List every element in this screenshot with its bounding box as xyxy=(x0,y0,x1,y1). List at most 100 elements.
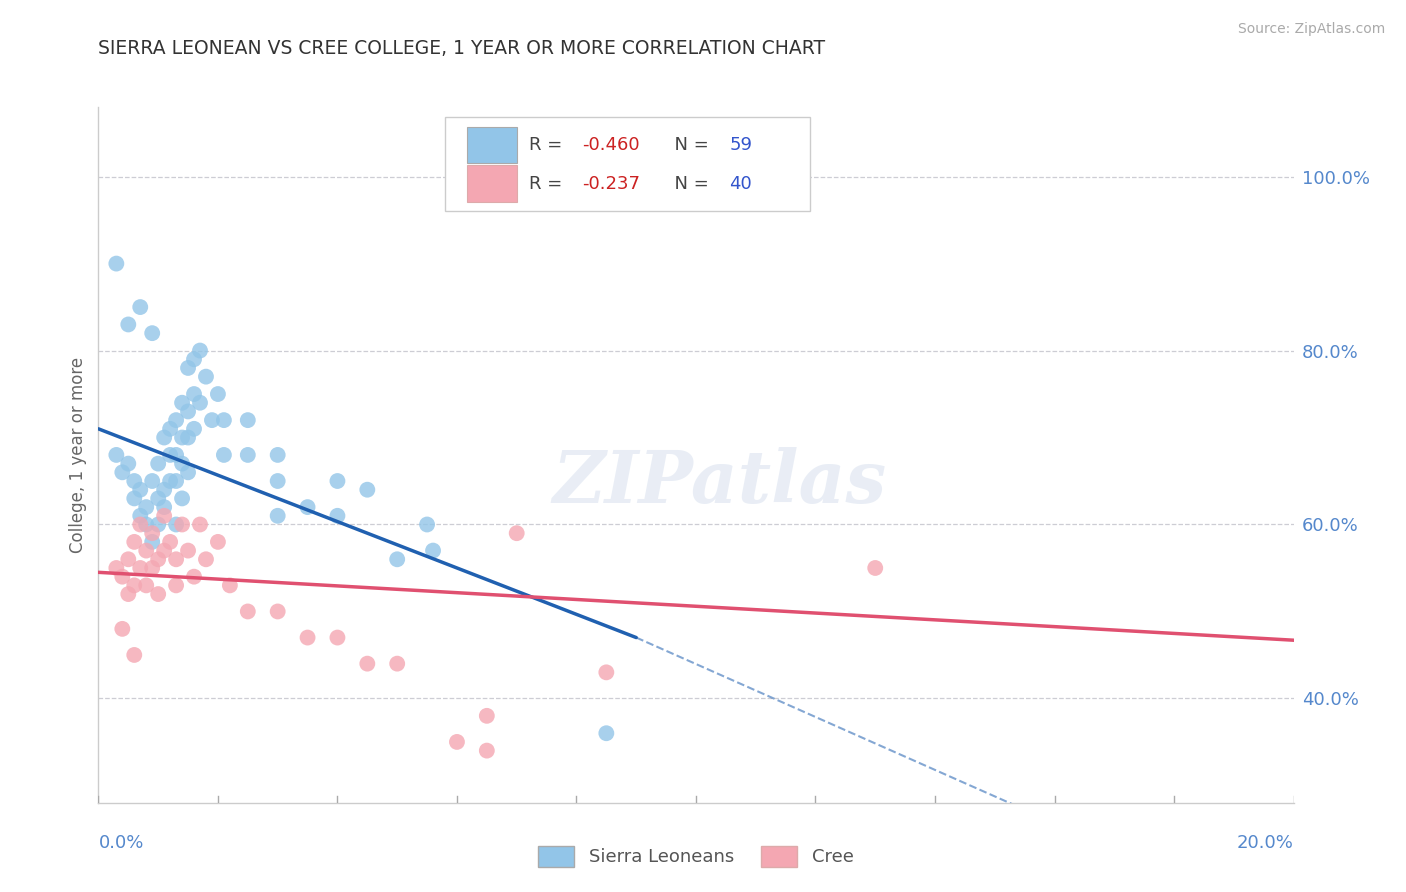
Point xyxy=(172,491,194,506)
Point xyxy=(475,744,498,758)
Text: R =: R = xyxy=(529,175,568,193)
Point xyxy=(172,431,194,445)
Point xyxy=(165,517,187,532)
Point xyxy=(159,535,181,549)
Point xyxy=(117,552,139,566)
Point xyxy=(111,622,134,636)
Point xyxy=(159,422,181,436)
Point xyxy=(141,561,163,575)
Point xyxy=(141,474,163,488)
Point xyxy=(188,396,211,410)
Y-axis label: College, 1 year or more: College, 1 year or more xyxy=(69,357,87,553)
Point xyxy=(188,517,211,532)
Point xyxy=(111,466,134,480)
Point xyxy=(153,500,176,514)
Point xyxy=(177,466,200,480)
Text: -0.237: -0.237 xyxy=(582,175,641,193)
Point xyxy=(165,448,187,462)
Point xyxy=(159,474,181,488)
Point xyxy=(153,483,176,497)
Text: 59: 59 xyxy=(730,136,752,154)
Point xyxy=(165,413,187,427)
Point xyxy=(416,517,439,532)
Legend: Sierra Leoneans, Cree: Sierra Leoneans, Cree xyxy=(531,838,860,874)
Point xyxy=(124,474,146,488)
Point xyxy=(207,387,229,401)
Text: 40: 40 xyxy=(730,175,752,193)
Point xyxy=(177,431,200,445)
Point xyxy=(297,500,319,514)
Point xyxy=(111,570,134,584)
Point xyxy=(267,448,290,462)
Point xyxy=(148,552,170,566)
Point xyxy=(172,457,194,471)
Point xyxy=(148,457,170,471)
Point xyxy=(326,508,349,523)
Point xyxy=(117,587,139,601)
Point xyxy=(129,300,152,314)
Point xyxy=(297,631,319,645)
Point xyxy=(135,500,157,514)
Point xyxy=(356,657,378,671)
Point xyxy=(865,561,887,575)
Point xyxy=(267,474,290,488)
Point xyxy=(446,735,468,749)
Point xyxy=(194,552,218,566)
Point xyxy=(105,561,128,575)
Point xyxy=(165,578,187,592)
Point xyxy=(129,561,152,575)
Point xyxy=(153,543,176,558)
Point xyxy=(177,404,200,418)
Point xyxy=(141,526,163,541)
Point xyxy=(595,726,617,740)
Point xyxy=(105,257,128,271)
Point xyxy=(326,474,349,488)
Point xyxy=(183,387,205,401)
Point xyxy=(141,326,163,341)
Point xyxy=(188,343,211,358)
Text: SIERRA LEONEAN VS CREE COLLEGE, 1 YEAR OR MORE CORRELATION CHART: SIERRA LEONEAN VS CREE COLLEGE, 1 YEAR O… xyxy=(98,39,825,58)
Point xyxy=(177,360,200,375)
Point xyxy=(124,491,146,506)
Point xyxy=(475,708,498,723)
Point xyxy=(135,578,157,592)
Point xyxy=(117,318,139,332)
Point xyxy=(165,552,187,566)
Text: 0.0%: 0.0% xyxy=(98,834,143,852)
Point xyxy=(129,508,152,523)
Point xyxy=(212,413,235,427)
Point xyxy=(595,665,617,680)
Point xyxy=(183,570,205,584)
Point xyxy=(385,657,409,671)
Text: ZIPatlas: ZIPatlas xyxy=(553,447,887,518)
Text: 20.0%: 20.0% xyxy=(1237,834,1294,852)
Point xyxy=(236,605,259,619)
Point xyxy=(207,535,229,549)
Point xyxy=(141,535,163,549)
Point xyxy=(172,396,194,410)
Point xyxy=(148,587,170,601)
Point xyxy=(117,457,139,471)
Point xyxy=(326,631,349,645)
FancyBboxPatch shape xyxy=(467,166,517,202)
Point xyxy=(177,543,200,558)
Point xyxy=(219,578,242,592)
Point xyxy=(212,448,235,462)
Point xyxy=(267,605,290,619)
Point xyxy=(267,508,290,523)
FancyBboxPatch shape xyxy=(444,118,810,211)
Point xyxy=(124,535,146,549)
Point xyxy=(165,474,187,488)
Point xyxy=(183,352,205,367)
Point xyxy=(236,448,259,462)
Text: N =: N = xyxy=(662,175,714,193)
Point xyxy=(124,648,146,662)
Text: Source: ZipAtlas.com: Source: ZipAtlas.com xyxy=(1237,22,1385,37)
Point xyxy=(148,491,170,506)
Point xyxy=(135,517,157,532)
Point xyxy=(129,517,152,532)
Point xyxy=(183,422,205,436)
Point xyxy=(153,431,176,445)
Point xyxy=(422,543,444,558)
Point xyxy=(129,483,152,497)
